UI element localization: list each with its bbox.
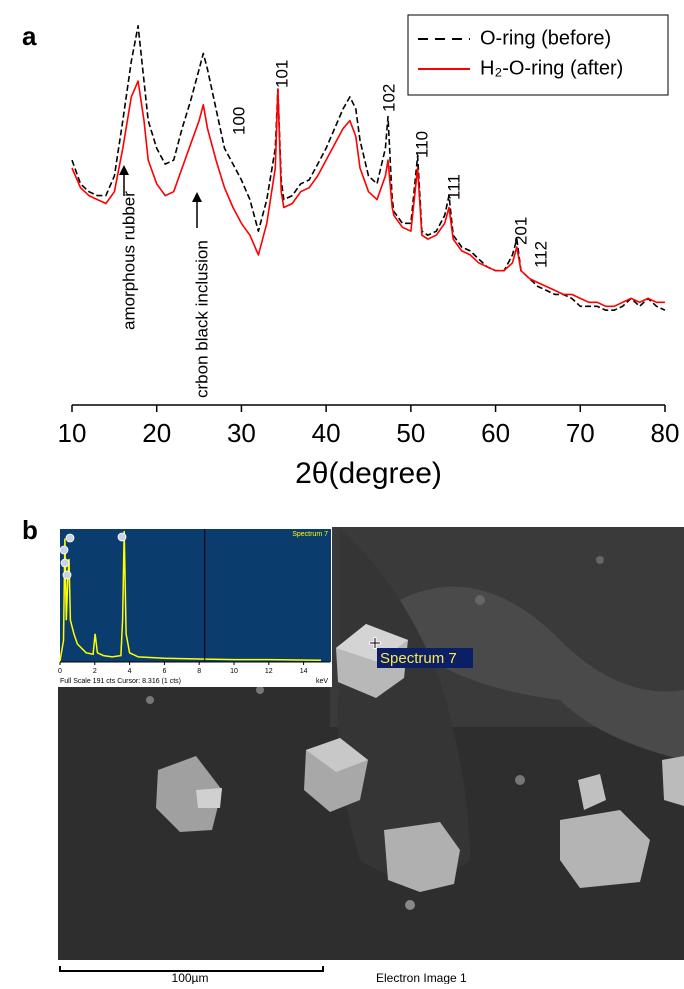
x-tick-label: 50 xyxy=(396,418,425,448)
x-tick-label: 40 xyxy=(312,418,341,448)
element-marker xyxy=(118,533,126,541)
x-tick-label: 2 xyxy=(93,668,97,675)
panel-label: a xyxy=(22,21,37,51)
x-tick-label: 10 xyxy=(230,668,238,675)
peak-label: 102 xyxy=(379,84,398,112)
arrow-label: amorphous rubber xyxy=(119,191,138,330)
peak-label: 201 xyxy=(511,217,530,245)
peak-label: 112 xyxy=(531,241,550,268)
scale-bar-label: 100µm xyxy=(172,971,209,984)
x-tick-label: 6 xyxy=(162,668,166,675)
x-axis-label: 2θ(degree) xyxy=(295,457,442,490)
peak-label: 111 xyxy=(444,174,463,200)
x-axis-label: keV xyxy=(316,678,328,685)
peak-label: 110 xyxy=(412,131,431,158)
x-tick-label: 8 xyxy=(197,668,201,675)
x-tick-label: 70 xyxy=(566,418,595,448)
figure: a b Spectrum 7 100µm Electron Image 1 10… xyxy=(0,0,684,984)
x-tick-label: 80 xyxy=(651,418,680,448)
peak-label: 101 xyxy=(272,60,291,88)
arrow-label: crbon black inclusion xyxy=(192,240,211,398)
x-tick-label: 20 xyxy=(142,418,171,448)
image-caption: Electron Image 1 xyxy=(376,971,467,984)
x-tick-label: 12 xyxy=(265,668,273,675)
x-tick-label: 14 xyxy=(300,668,308,675)
element-marker xyxy=(63,571,71,579)
series-line xyxy=(72,81,665,306)
element-marker xyxy=(66,534,74,542)
x-tick-label: 30 xyxy=(227,418,256,448)
x-tick-label: 4 xyxy=(128,668,132,675)
element-marker xyxy=(61,559,69,567)
element-marker xyxy=(60,546,68,554)
arrow-head xyxy=(119,165,129,175)
peak-label: 100 xyxy=(229,107,248,135)
legend-label: O-ring (before) xyxy=(480,27,611,49)
x-tick-label: 10 xyxy=(58,418,87,448)
x-tick-label: 60 xyxy=(481,418,510,448)
x-tick-label: 0 xyxy=(58,668,62,675)
inset-footer: Full Scale 191 cts Cursor: 8.316 (1 cts) xyxy=(60,678,181,685)
panel-label: b xyxy=(22,515,38,545)
inset-plot-area xyxy=(60,529,331,662)
legend-label: H₂-O-ring (after) xyxy=(480,57,623,79)
inset-title: Spectrum 7 xyxy=(292,531,328,538)
spectrum-marker-label: Spectrum 7 xyxy=(380,650,457,667)
arrow-head xyxy=(192,192,202,202)
